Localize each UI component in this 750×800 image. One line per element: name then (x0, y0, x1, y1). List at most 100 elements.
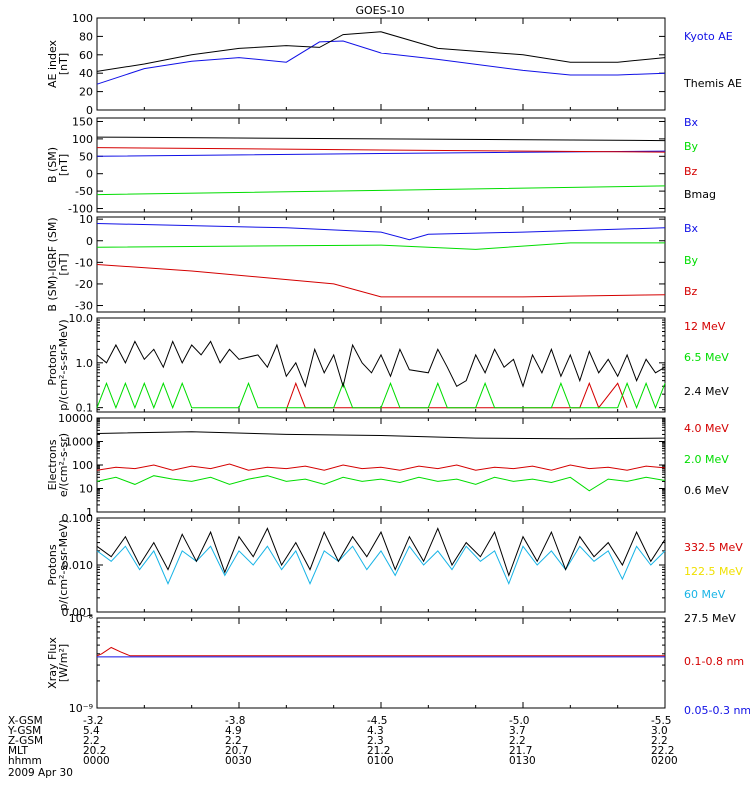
footer-row-label: Z-GSM (8, 735, 44, 747)
y-tick-label: 100 (72, 459, 93, 472)
legend-label: 0.6 MeV (684, 484, 729, 497)
y-tick-label: -30 (75, 300, 93, 313)
legend-label: Bx (684, 222, 699, 235)
panel-frame (96, 317, 666, 413)
footer-value: -4.5 (367, 715, 388, 727)
series-4-0-mev (96, 463, 666, 471)
footer-value: 20.2 (83, 745, 107, 757)
y-axis-label: AE index[nT] (46, 39, 70, 88)
chart-title: GOES-10 (355, 4, 404, 17)
footer-value: 21.7 (509, 745, 533, 757)
y-tick-label: -100 (68, 203, 93, 216)
panel-3: -30 -20 -10 0 10 B (SM)-IGRF (SM)[nT] Bx By Bz (46, 213, 699, 312)
footer-value: 3.7 (509, 725, 526, 737)
legend-label: By (684, 140, 699, 153)
y-tick-label: 0 (86, 168, 93, 181)
footer-row-label: hhmm (8, 755, 42, 767)
panel-frame (96, 617, 666, 709)
y-tick-label: 0.1 (76, 402, 94, 415)
y-axis-label: B (SM)[nT] (46, 147, 70, 183)
y-tick-label: -20 (75, 278, 93, 291)
series-0-6-mev (96, 431, 666, 440)
footer-value: 2.3 (367, 735, 384, 747)
series-bz (96, 264, 666, 298)
legend-label: 2.0 MeV (684, 453, 729, 466)
legend-label: 122.5 MeV (684, 565, 743, 578)
footer-row-label: MLT (8, 745, 28, 757)
series-27-5-mev (96, 527, 666, 577)
legend-label: Bz (684, 285, 698, 298)
panel-5: 1 10 100 1000 10000 Electronse/(cm²-s-sr) 4.0 … (46, 412, 729, 519)
series-0-1-0-8-nm (96, 646, 665, 657)
legend-label: Kyoto AE (684, 30, 733, 43)
series-12-mev (285, 381, 628, 410)
y-tick-label: 10.0 (69, 312, 94, 325)
y-tick-label: 0 (86, 104, 93, 117)
y-axis-label: Protonsp/(cm²-s-sr-MeV) (46, 519, 70, 610)
footer-value: -3.2 (83, 715, 104, 727)
y-tick-label: 60 (79, 49, 93, 62)
footer-value: 0100 (367, 755, 394, 767)
y-tick-label: -10 (75, 256, 93, 269)
footer-value: 20.7 (225, 745, 249, 757)
series-by (96, 242, 665, 250)
y-tick-label: 0 (86, 235, 93, 248)
panel-7: 10⁻⁹ 10⁻⁸ Xray Flux[W/m²] 0.1-0.8 nm 0.05-0.… (46, 612, 750, 717)
legend-label: 4.0 MeV (684, 422, 729, 435)
y-tick-label: 0.001 (62, 606, 94, 619)
legend-label: 6.5 MeV (684, 351, 729, 364)
y-tick-label: 100 (72, 12, 93, 25)
y-tick-label: 80 (79, 30, 93, 43)
legend-label: 27.5 MeV (684, 612, 736, 625)
y-tick-label: 20 (79, 86, 93, 99)
y-tick-label: 1 (86, 506, 93, 519)
panel-1: 0 20 40 60 80 100 AE index[nT] Kyoto AE Themis A… (46, 12, 742, 117)
footer-value: 3.0 (651, 725, 668, 737)
y-tick-label: 0.100 (62, 512, 94, 525)
series-themis-ae (96, 31, 666, 72)
series-60-mev (96, 545, 666, 586)
footer-value: 0130 (509, 755, 536, 767)
footer-value: 2.2 (225, 735, 242, 747)
footer-row-label: X-GSM (8, 715, 43, 727)
legend-label: 12 MeV (684, 320, 726, 333)
series-2-0-mev (96, 475, 666, 492)
legend-label: 60 MeV (684, 588, 726, 601)
y-tick-label: 1.0 (76, 357, 94, 370)
y-axis-label: Protonsp/(cm²-s-sr-MeV) (46, 319, 70, 410)
series-bmag (96, 136, 666, 142)
y-tick-label: 40 (79, 67, 93, 80)
series-bz (96, 147, 666, 153)
panel-frame (96, 216, 666, 313)
panel-2: -100 -50 0 50 100 150 B (SM)[nT] Bx By Bz Bmag (46, 115, 716, 215)
series-2-4-mev (96, 340, 666, 389)
y-tick-label: 1000 (65, 436, 93, 449)
y-tick-label: -50 (75, 185, 93, 198)
date-label: 2009 Apr 30 (8, 767, 73, 779)
y-tick-label: 10 (79, 213, 93, 226)
y-tick-label: 0.010 (62, 559, 94, 572)
footer-value: -3.8 (225, 715, 246, 727)
footer-value: 4.9 (225, 725, 242, 737)
y-tick-label: 50 (79, 150, 93, 163)
y-axis-label: B (SM)-IGRF (SM)[nT] (46, 217, 70, 311)
legend-label: Bmag (684, 188, 716, 201)
series-by (96, 185, 666, 196)
legend-label: Bx (684, 116, 699, 129)
y-axis-label: Xray Flux[W/m²] (46, 637, 70, 689)
legend-label: Themis AE (683, 77, 742, 90)
y-tick-label: 150 (72, 115, 93, 128)
footer-value: 0000 (83, 755, 110, 767)
footer-value: 4.3 (367, 725, 384, 737)
y-tick-label: 100 (72, 133, 93, 146)
footer-value: -5.5 (651, 715, 672, 727)
legend-label: 0.05-0.3 nm (684, 704, 750, 717)
series-6-5-mev (96, 381, 666, 410)
footer-value: 2.2 (651, 735, 668, 747)
y-tick-label: 10⁻⁸ (69, 612, 94, 625)
y-tick-label: 10⁻⁹ (69, 702, 93, 715)
footer-value: 5.4 (83, 725, 100, 737)
footer-value: 0030 (225, 755, 252, 767)
